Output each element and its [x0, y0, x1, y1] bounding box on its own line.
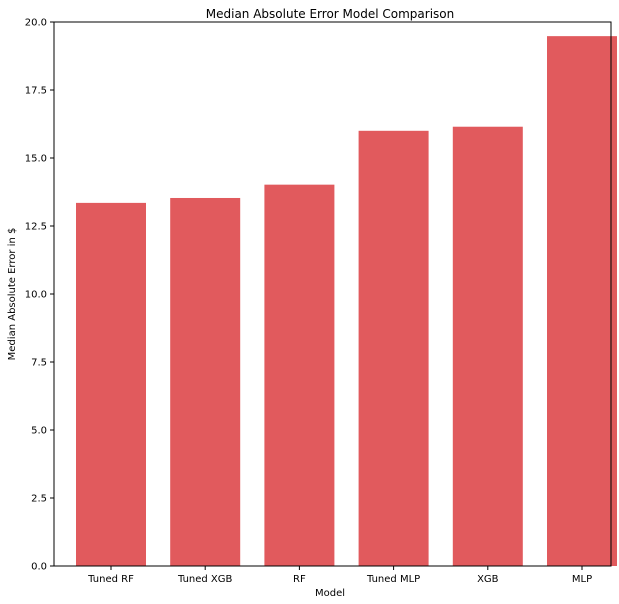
chart-title: Median Absolute Error Model Comparison: [206, 7, 454, 21]
y-tick-label: 15.0: [25, 154, 47, 165]
x-tick-label: RF: [293, 574, 306, 585]
x-tick-label: XGB: [477, 574, 499, 585]
y-tick-label: 20.0: [25, 18, 47, 29]
y-tick-label: 2.5: [31, 494, 47, 505]
bar-xgb: [452, 126, 523, 566]
bar-tuned-xgb: [170, 197, 241, 567]
bar-tuned-mlp: [358, 130, 429, 567]
y-tick-label: 0.0: [31, 562, 47, 573]
x-axis-ticks: Tuned RF Tuned XGB RF Tuned MLP XGB MLP: [87, 566, 592, 585]
bar-rf: [264, 184, 335, 566]
bar-tuned-rf: [76, 202, 146, 566]
bars-layer: [76, 36, 617, 567]
y-tick-label: 5.0: [31, 426, 47, 437]
x-tick-label: Tuned XGB: [177, 574, 233, 585]
y-axis-ticks: 0.0 2.5 5.0 7.5 10.0 12.5 15.0 17.5 20.0: [25, 18, 54, 573]
y-tick-label: 10.0: [25, 290, 47, 301]
y-tick-label: 12.5: [25, 222, 47, 233]
x-tick-label: MLP: [572, 574, 592, 585]
x-axis-label: Model: [315, 588, 345, 599]
y-tick-label: 17.5: [25, 86, 47, 97]
x-tick-label: Tuned MLP: [366, 574, 420, 585]
y-axis-label: Median Absolute Error in $: [7, 228, 18, 361]
bar-mlp: [547, 36, 617, 566]
x-tick-label: Tuned RF: [87, 574, 134, 585]
y-tick-label: 7.5: [31, 358, 47, 369]
